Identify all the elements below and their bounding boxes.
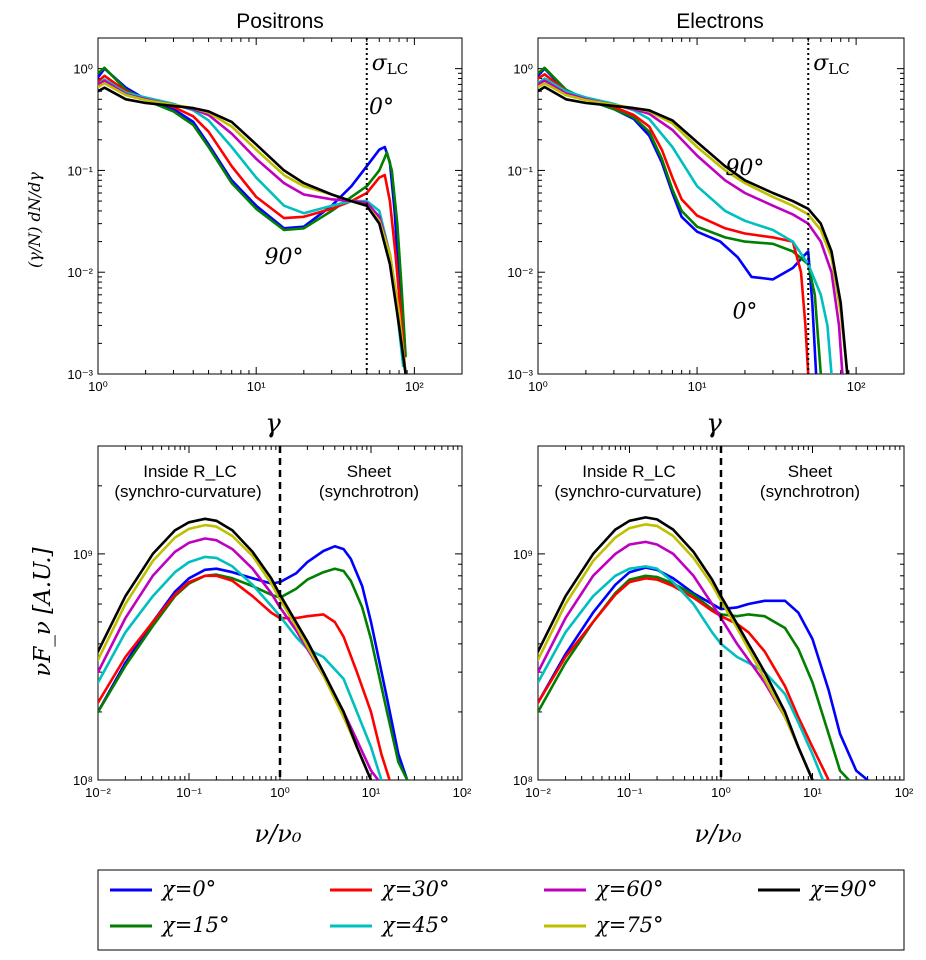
spectrum-y-label: (γ/N) dN/dγ bbox=[25, 172, 44, 268]
svg-text:Sheet: Sheet bbox=[347, 462, 392, 481]
positrons-sed-series-45deg bbox=[98, 555, 383, 780]
positrons-series-60deg bbox=[98, 79, 407, 374]
electrons-series-90deg bbox=[538, 85, 849, 374]
positrons-series-45deg bbox=[98, 78, 405, 368]
electrons-x-tick-label: 10² bbox=[847, 379, 866, 394]
electrons-sed-x-tick-label: 10⁻² bbox=[525, 785, 551, 800]
electrons-series-30deg bbox=[538, 73, 810, 374]
sed-y-label: νF_ν [A.U.] bbox=[30, 547, 56, 676]
positrons-sed-x-tick-label: 10⁰ bbox=[270, 785, 290, 800]
positrons-y-tick-label: 10⁻³ bbox=[67, 367, 93, 382]
svg-text:(synchrotron): (synchrotron) bbox=[319, 482, 419, 501]
positrons-sed-series-90deg bbox=[98, 517, 373, 780]
electrons-y-tick-label: 10⁻¹ bbox=[507, 163, 533, 178]
electrons-sed-x-tick-label: 10⁰ bbox=[711, 785, 731, 800]
electrons-series-45deg bbox=[538, 77, 833, 374]
svg-text:Inside R_LC: Inside R_LC bbox=[582, 462, 676, 481]
positrons-series-0deg bbox=[98, 67, 405, 358]
positrons-panel: 10⁰ 10¹ 10² 10⁻³ 10⁻² 10⁻¹ 10⁰ σLC 0° 90° bbox=[67, 37, 463, 394]
electrons-sed-series-45deg bbox=[538, 565, 825, 780]
electrons-y-tick-label: 10⁻² bbox=[507, 265, 533, 280]
positrons-sed-y-tick-label: 10⁹ bbox=[73, 547, 93, 562]
electrons-sed-x-label: ν/ν₀ bbox=[695, 820, 742, 848]
legend: χ=0° χ=15° χ=30° χ=45° χ=60° χ=75° χ=90° bbox=[97, 869, 905, 951]
electrons-y-tick-label: 10⁰ bbox=[513, 62, 533, 77]
electrons-sheet-label: Sheet (synchrotron) bbox=[760, 462, 860, 501]
legend-label: χ=15° bbox=[160, 913, 230, 937]
electrons-panel: 10⁰ 10¹ 10² 10⁻³ 10⁻² 10⁻¹ 10⁰ σLC 90° 0° bbox=[507, 37, 905, 394]
positrons-x-tick-label: 10² bbox=[405, 379, 424, 394]
electrons-sed-series-90deg bbox=[538, 516, 814, 780]
electrons-y-tick-label: 10⁻³ bbox=[507, 367, 533, 382]
positrons-x-tick-label: 10⁰ bbox=[88, 379, 108, 394]
legend-label: χ=30° bbox=[380, 877, 450, 901]
positrons-sed-x-label: ν/ν₀ bbox=[255, 820, 302, 848]
electrons-angle-annotation: 90° bbox=[725, 156, 764, 181]
svg-text:Inside R_LC: Inside R_LC bbox=[143, 462, 237, 481]
positrons-sed-x-tick-label: 10⁻¹ bbox=[176, 785, 202, 800]
electrons-series-60deg bbox=[538, 79, 844, 374]
electrons-sed-series-0deg bbox=[538, 566, 869, 780]
electrons-angle-annotation: 0° bbox=[732, 300, 757, 325]
positrons-series-30deg bbox=[98, 74, 407, 368]
positrons-series-75deg bbox=[98, 81, 407, 374]
positrons-sheet-label: Sheet (synchrotron) bbox=[319, 462, 419, 501]
electrons-sed-x-tick-label: 10² bbox=[895, 785, 914, 800]
electrons-x-label: γ bbox=[706, 409, 722, 439]
electrons-series-75deg bbox=[538, 81, 849, 374]
legend-label: χ=45° bbox=[380, 913, 450, 937]
positrons-sed-y-tick-label: 10⁸ bbox=[73, 773, 93, 788]
electrons-series-15deg bbox=[538, 66, 823, 374]
electrons-sed-series-30deg bbox=[538, 577, 830, 780]
positrons-x-tick-label: 10¹ bbox=[247, 379, 266, 394]
positrons-sed-series-30deg bbox=[98, 574, 391, 780]
positrons-sed-x-tick-label: 10⁻² bbox=[85, 785, 111, 800]
positrons-angle-annotation: 90° bbox=[265, 245, 304, 270]
positrons-series-90deg bbox=[98, 86, 407, 374]
positrons-sed-panel: 10⁻² 10⁻¹ 10⁰ 10¹ 10² 10⁸ 10⁹ bbox=[73, 445, 472, 800]
electrons-series-0deg bbox=[538, 67, 818, 374]
electrons-inside-label: Inside R_LC (synchro-curvature) bbox=[554, 462, 701, 501]
positrons-x-label: γ bbox=[265, 409, 281, 439]
positrons-sed-series-0deg bbox=[98, 545, 409, 780]
electrons-sed-x-tick-label: 10¹ bbox=[803, 785, 822, 800]
positrons-sed-x-tick-label: 10¹ bbox=[362, 785, 381, 800]
svg-text:(synchro-curvature): (synchro-curvature) bbox=[554, 482, 701, 501]
electrons-sed-x-tick-label: 10⁻¹ bbox=[617, 785, 643, 800]
positrons-series-15deg bbox=[98, 66, 407, 358]
electrons-x-tick-label: 10⁰ bbox=[528, 379, 548, 394]
positrons-inside-label: Inside R_LC (synchro-curvature) bbox=[114, 462, 261, 501]
positrons-y-tick-label: 10⁻¹ bbox=[67, 163, 93, 178]
electrons-sed-series-75deg bbox=[538, 523, 814, 780]
electrons-sed-y-tick-label: 10⁸ bbox=[513, 773, 533, 788]
positrons-angle-annotation: 0° bbox=[369, 95, 394, 120]
svg-text:(synchrotron): (synchrotron) bbox=[760, 482, 860, 501]
positrons-y-tick-label: 10⁰ bbox=[73, 62, 93, 77]
svg-text:Sheet: Sheet bbox=[788, 462, 833, 481]
electrons-title: Electrons bbox=[676, 10, 764, 33]
legend-label: χ=75° bbox=[594, 913, 664, 937]
legend-label: χ=0° bbox=[160, 877, 216, 901]
svg-text:(synchro-curvature): (synchro-curvature) bbox=[114, 482, 261, 501]
legend-label: χ=60° bbox=[594, 877, 664, 901]
legend-label: χ=90° bbox=[808, 877, 878, 901]
electrons-sigma-lc-label: σLC bbox=[813, 51, 849, 78]
positrons-sed-series-75deg bbox=[98, 523, 373, 780]
electrons-sed-y-tick-label: 10⁹ bbox=[513, 547, 533, 562]
positrons-title: Positrons bbox=[236, 10, 324, 33]
positrons-sed-x-tick-label: 10² bbox=[453, 785, 472, 800]
positrons-sigma-lc-label: σLC bbox=[372, 51, 408, 78]
electrons-x-tick-label: 10¹ bbox=[688, 379, 707, 394]
positrons-y-tick-label: 10⁻² bbox=[67, 265, 93, 280]
electrons-sed-panel: 10⁻² 10⁻¹ 10⁰ 10¹ 10² 10⁸ 10⁹ bbox=[513, 445, 914, 800]
